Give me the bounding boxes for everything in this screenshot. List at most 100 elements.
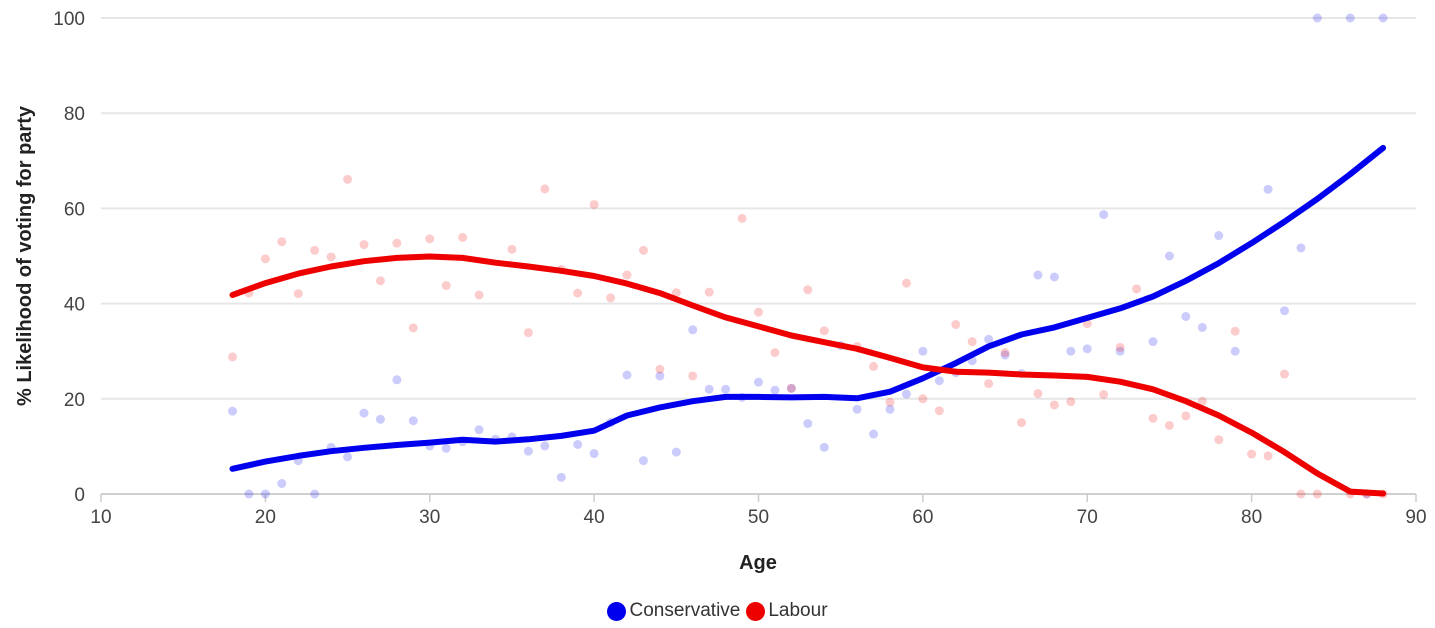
labour-point [408,323,418,333]
y-axis-ticks: 0 20 40 60 80 100 [53,9,85,506]
labour-point [901,278,911,288]
labour-point [655,364,665,374]
labour-trend-line [229,253,1387,497]
labour-point [1247,449,1257,459]
labour-point [392,238,402,248]
labour-point [1132,284,1142,294]
labour-point [918,394,928,404]
conservative-point [1214,231,1224,241]
conservative-point [984,334,994,344]
labour-point [984,379,994,389]
conservative-trend-line [229,144,1387,472]
legend-item-labour[interactable]: Labour [746,600,828,622]
conservative-point [408,416,418,426]
conservative-point [1263,184,1273,194]
x-tick-label: 20 [255,507,276,528]
labour-point [786,383,796,393]
legend-label-conservative: Conservative [629,600,741,621]
labour-point [310,245,320,255]
labour-point [507,244,517,254]
labour-point [1099,390,1109,400]
labour-point [934,406,944,416]
conservative-point [638,456,648,466]
labour-point [671,288,681,298]
legend-item-conservative[interactable]: Conservative [607,600,740,622]
conservative-point [523,446,533,456]
x-tick-label: 30 [419,507,440,528]
labour-swatch-icon [746,601,766,621]
y-axis-title: % Likelihood of voting for party [14,105,36,406]
conservative-point [1197,322,1207,332]
labour-point [951,320,961,330]
labour-point [1280,369,1289,379]
conservative-point [852,404,862,414]
conservative-point [589,449,599,459]
legend: Conservative Labour [0,600,1435,622]
conservative-point [655,371,665,381]
conservative-point [934,376,944,386]
y-tick-label: 80 [64,104,85,125]
conservative-point [1181,311,1191,321]
labour-point [523,328,533,338]
labour-point [688,371,698,381]
y-tick-label: 0 [74,485,85,506]
conservative-point [918,346,928,356]
labour-point [819,326,829,336]
y-tick-label: 20 [64,390,85,411]
conservative-point [1066,346,1076,356]
labour-point [293,289,303,299]
y-tick-label: 100 [53,9,85,30]
conservative-point [1280,306,1289,316]
conservative-point [1378,13,1388,23]
conservative-point [228,406,237,416]
labour-point [1033,389,1043,399]
x-tick-label: 90 [1405,507,1426,528]
conservative-point [1115,346,1125,356]
labour-point [1230,326,1240,336]
labour-point [589,200,599,210]
conservative-point [540,441,550,451]
labour-point [803,285,813,295]
labour-point [1148,413,1158,423]
conservative-point [1082,344,1092,354]
labour-point [622,270,632,280]
conservative-point [556,472,566,482]
conservative-point [244,489,254,499]
conservative-point [375,414,385,424]
x-tick-label: 60 [912,507,933,528]
conservative-point [1148,337,1158,347]
labour-point [1197,396,1207,406]
labour-point [441,281,451,291]
x-tick-label: 80 [1241,507,1262,528]
labour-point [359,240,369,250]
labour-point [737,213,747,223]
conservative-point [803,419,813,429]
labour-point [540,184,550,194]
labour-point [704,287,714,297]
labour-point [967,337,977,347]
labour-point [1312,489,1322,499]
conservative-point [441,443,451,453]
conservative-point [1033,270,1043,280]
labour-point [1181,411,1191,421]
labour-point [425,234,435,244]
labour-point [606,293,616,303]
data-points [228,13,1388,499]
conservative-point [819,442,829,452]
labour-point [1049,400,1059,410]
x-axis-title: Age [739,552,777,574]
conservative-point [770,385,780,395]
labour-point [1214,435,1224,445]
conservative-swatch-icon [607,601,627,621]
conservative-point [721,384,731,394]
conservative-point [671,447,681,457]
conservative-point [1296,243,1306,253]
x-tick-label: 40 [584,507,605,528]
labour-point [1115,342,1125,352]
trend-lines [229,144,1387,497]
labour-point [770,348,780,358]
x-tick-label: 70 [1077,507,1098,528]
conservative-point [1345,13,1355,23]
conservative-point [885,404,895,414]
